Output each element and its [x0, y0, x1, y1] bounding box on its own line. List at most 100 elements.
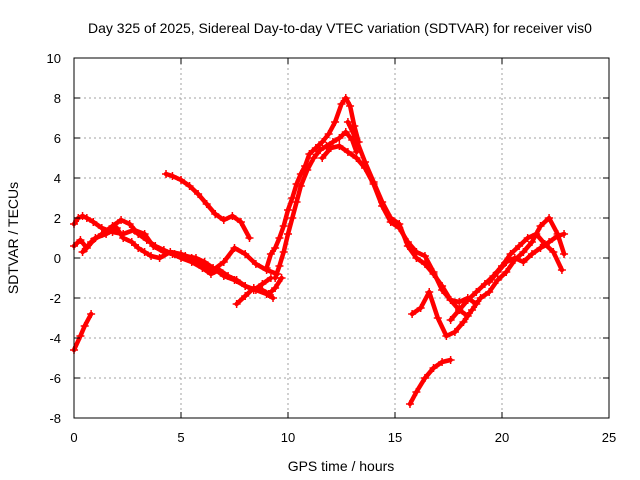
y-tick-label: 10	[47, 51, 61, 66]
data-point	[230, 244, 239, 252]
data-point	[232, 276, 241, 284]
data-point	[545, 214, 554, 222]
data-point	[463, 296, 472, 304]
data-point	[245, 234, 254, 242]
data-point	[127, 238, 136, 246]
data-point	[343, 148, 352, 156]
data-point	[545, 238, 554, 246]
data-point	[284, 230, 292, 238]
data-point	[87, 310, 96, 318]
y-tick-label: -6	[49, 371, 61, 386]
data-point	[159, 246, 168, 254]
data-point	[506, 250, 515, 258]
data-point	[395, 220, 404, 228]
data-point	[337, 100, 346, 108]
x-tick-label: 25	[602, 430, 616, 445]
data-point	[335, 134, 344, 142]
chart-title: Day 325 of 2025, Sidereal Day-to-day VTE…	[88, 20, 592, 36]
data-point	[219, 216, 228, 224]
data-point	[343, 118, 352, 126]
series-line-track-g	[264, 95, 361, 271]
y-tick-label: -4	[49, 331, 61, 346]
data-point	[472, 288, 481, 296]
data-point	[198, 264, 207, 272]
data-point	[536, 222, 545, 230]
y-tick-label: 8	[54, 91, 61, 106]
data-point	[425, 288, 434, 296]
plot-frame	[73, 57, 610, 419]
data-point	[142, 236, 151, 244]
data-point	[271, 274, 280, 282]
data-point	[527, 250, 536, 258]
x-tick-label: 10	[281, 430, 295, 445]
data-point	[328, 138, 337, 146]
data-point	[151, 242, 160, 250]
data-point	[429, 364, 438, 372]
data-point	[361, 158, 370, 166]
data-point	[420, 374, 429, 382]
data-point	[527, 238, 536, 246]
data-point	[80, 322, 89, 330]
series-line-track-a	[71, 311, 94, 353]
data-point	[408, 310, 417, 318]
data-point	[117, 216, 126, 224]
data-point	[519, 258, 528, 266]
y-axis-label: SDTVAR / TECUs	[5, 182, 21, 294]
data-point	[224, 272, 233, 280]
data-point	[303, 166, 312, 174]
data-point	[311, 144, 320, 152]
data-point	[378, 198, 387, 206]
data-point	[236, 218, 245, 226]
data-point	[147, 252, 156, 260]
data-point	[442, 332, 451, 340]
data-point	[269, 294, 278, 302]
data-point	[416, 304, 425, 312]
x-tick-label: 5	[177, 430, 184, 445]
data-point	[262, 264, 271, 272]
x-axis-label: GPS time / hours	[288, 458, 395, 474]
data-point	[271, 284, 280, 292]
data-point	[523, 234, 532, 242]
data-point	[429, 270, 438, 278]
data-point	[258, 286, 267, 294]
data-point	[553, 232, 562, 240]
data-point	[185, 182, 194, 190]
y-tick-label: 6	[54, 131, 61, 146]
data-point	[519, 248, 528, 256]
data-point	[341, 94, 350, 102]
data-point	[438, 282, 447, 290]
data-point	[162, 170, 171, 178]
series-line-track-h	[272, 129, 359, 281]
data-point	[468, 306, 477, 314]
data-point	[532, 230, 541, 238]
data-point	[82, 214, 91, 222]
data-point	[89, 218, 98, 226]
data-point	[168, 250, 177, 258]
y-tick-label: -8	[49, 411, 61, 426]
data-point	[87, 238, 96, 246]
data-point	[369, 178, 378, 186]
data-point	[266, 250, 275, 258]
data-point	[318, 154, 327, 162]
data-point	[78, 212, 87, 220]
data-point	[346, 102, 355, 110]
data-point	[168, 172, 177, 180]
data-point	[279, 248, 288, 256]
data-point	[420, 252, 429, 260]
series-line-track-e	[163, 171, 252, 241]
data-point	[228, 212, 237, 220]
data-point	[125, 220, 134, 228]
data-point	[288, 194, 297, 202]
data-point	[485, 278, 494, 286]
data-point	[326, 144, 335, 152]
data-point	[264, 290, 273, 298]
data-point	[352, 136, 361, 144]
data-point	[292, 198, 301, 206]
data-point	[202, 200, 211, 208]
data-point	[502, 258, 511, 266]
data-point	[455, 298, 464, 306]
data-point	[403, 242, 412, 250]
data-point	[76, 236, 85, 244]
data-point	[549, 248, 558, 256]
data-point	[284, 206, 292, 214]
